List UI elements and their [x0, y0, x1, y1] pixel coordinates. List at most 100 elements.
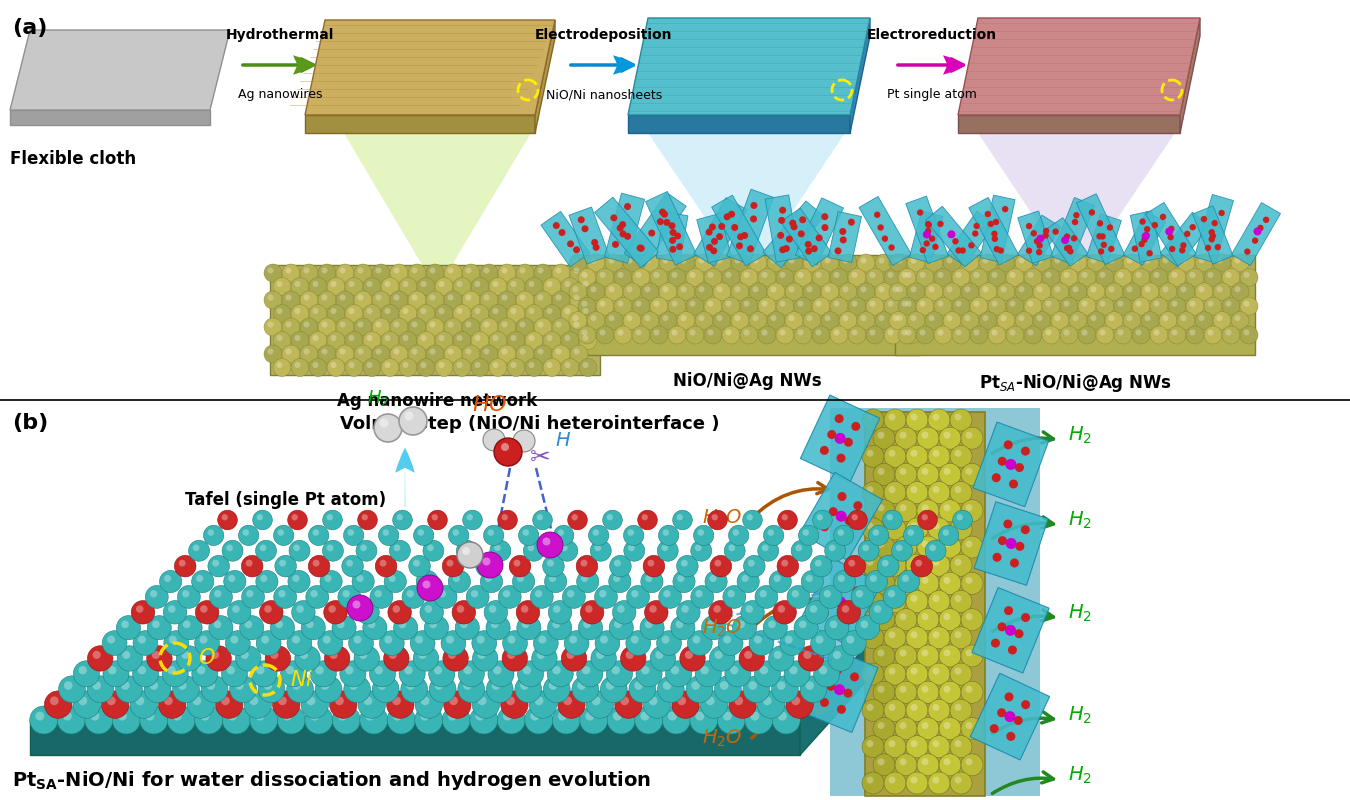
Circle shape [228, 712, 236, 721]
Polygon shape [1130, 210, 1162, 262]
Circle shape [1099, 330, 1106, 335]
Circle shape [605, 254, 622, 272]
Circle shape [819, 666, 828, 674]
Circle shape [1234, 315, 1241, 321]
Circle shape [917, 463, 940, 486]
Circle shape [563, 586, 586, 608]
Circle shape [979, 282, 998, 301]
Circle shape [954, 595, 961, 602]
Circle shape [988, 326, 1006, 344]
Circle shape [93, 651, 101, 659]
Circle shape [961, 536, 983, 558]
Circle shape [528, 545, 535, 551]
Circle shape [968, 242, 975, 249]
Circle shape [117, 646, 143, 671]
Circle shape [450, 697, 458, 705]
Circle shape [1015, 463, 1023, 472]
Circle shape [819, 609, 829, 618]
Circle shape [884, 482, 906, 504]
Circle shape [632, 590, 639, 598]
Circle shape [760, 666, 768, 674]
Circle shape [610, 214, 617, 222]
Circle shape [528, 308, 535, 314]
Circle shape [474, 335, 481, 341]
Circle shape [587, 312, 605, 330]
Circle shape [466, 586, 489, 608]
Circle shape [282, 345, 300, 363]
Circle shape [346, 305, 363, 322]
Circle shape [516, 264, 535, 282]
Circle shape [1021, 525, 1030, 534]
Circle shape [1064, 234, 1071, 240]
Circle shape [799, 216, 806, 223]
Circle shape [944, 282, 961, 301]
Circle shape [725, 330, 732, 335]
Circle shape [813, 510, 833, 530]
Circle shape [1072, 258, 1079, 263]
Circle shape [833, 330, 840, 335]
Circle shape [925, 228, 932, 234]
Circle shape [1243, 301, 1250, 306]
Circle shape [412, 294, 417, 301]
Circle shape [776, 268, 794, 286]
Circle shape [312, 335, 319, 341]
Circle shape [273, 278, 292, 295]
Circle shape [713, 312, 730, 330]
Circle shape [706, 697, 714, 705]
Polygon shape [829, 211, 861, 262]
Circle shape [888, 595, 895, 602]
Circle shape [574, 294, 579, 301]
Circle shape [513, 430, 535, 452]
Circle shape [707, 301, 714, 306]
Circle shape [256, 514, 263, 520]
Circle shape [806, 575, 813, 582]
Circle shape [691, 682, 699, 690]
Circle shape [917, 645, 940, 667]
Circle shape [655, 651, 663, 659]
Circle shape [221, 697, 230, 705]
Circle shape [335, 697, 344, 705]
Circle shape [724, 636, 732, 643]
Circle shape [1042, 232, 1049, 238]
Circle shape [805, 601, 829, 624]
Circle shape [1172, 301, 1177, 306]
Circle shape [555, 267, 562, 274]
Circle shape [537, 651, 545, 659]
Circle shape [644, 286, 651, 292]
Circle shape [578, 297, 595, 315]
Circle shape [493, 308, 498, 314]
Text: $H_2$: $H_2$ [1068, 424, 1092, 446]
Circle shape [922, 514, 927, 520]
Circle shape [798, 301, 803, 306]
Circle shape [373, 676, 400, 702]
Circle shape [292, 514, 298, 520]
Circle shape [285, 294, 292, 301]
Polygon shape [305, 115, 535, 133]
Text: $H_2O$: $H_2O$ [702, 727, 742, 749]
Circle shape [933, 522, 940, 530]
Circle shape [292, 636, 300, 643]
Circle shape [324, 575, 332, 582]
Circle shape [622, 254, 641, 272]
Circle shape [112, 706, 140, 734]
FancyArrowPatch shape [396, 448, 414, 507]
Circle shape [1207, 301, 1214, 306]
Circle shape [691, 540, 711, 562]
Circle shape [1037, 234, 1045, 242]
Circle shape [954, 558, 961, 566]
Circle shape [863, 554, 884, 576]
Circle shape [803, 282, 821, 301]
Circle shape [730, 282, 749, 301]
Circle shape [1214, 282, 1231, 301]
Circle shape [728, 210, 736, 218]
Circle shape [1108, 258, 1115, 263]
Circle shape [182, 621, 190, 628]
Polygon shape [594, 197, 659, 268]
Circle shape [323, 540, 343, 562]
Circle shape [595, 630, 620, 655]
Circle shape [903, 526, 923, 546]
Circle shape [359, 706, 387, 734]
Circle shape [389, 540, 410, 562]
Circle shape [695, 661, 721, 687]
Circle shape [899, 758, 906, 766]
